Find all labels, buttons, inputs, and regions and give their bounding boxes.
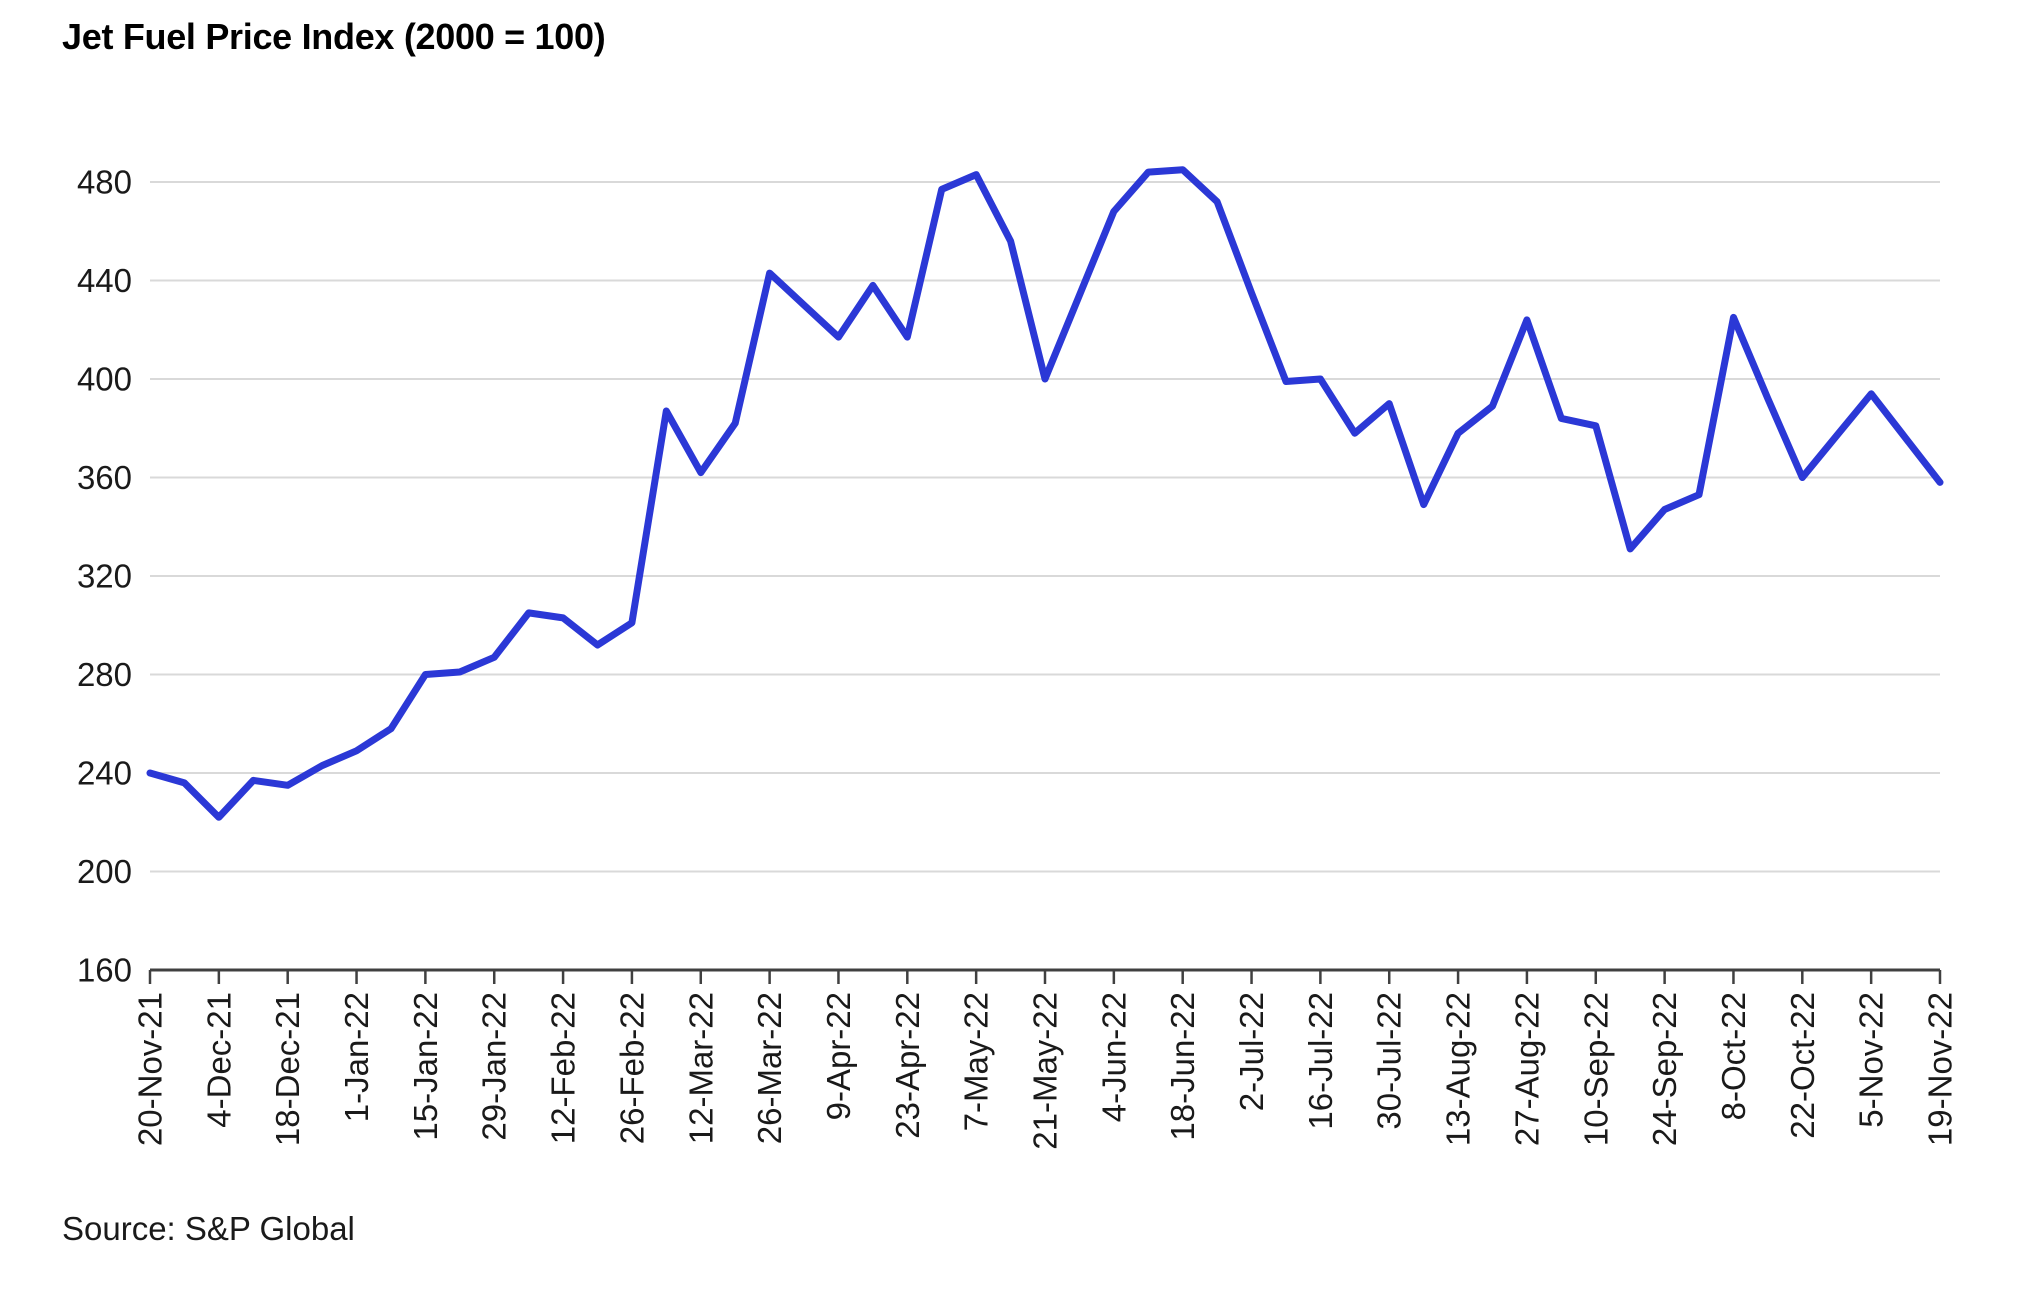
y-tick-label: 200 <box>77 853 132 890</box>
x-tick-label: 18-Jun-22 <box>1164 992 1201 1141</box>
chart-title: Jet Fuel Price Index (2000 = 100) <box>62 16 606 57</box>
x-tick-label: 29-Jan-22 <box>476 992 513 1141</box>
y-tick-label: 280 <box>77 656 132 693</box>
x-tick-label: 4-Jun-22 <box>1095 992 1132 1122</box>
x-tick-label: 26-Feb-22 <box>613 992 650 1144</box>
x-tick-label: 15-Jan-22 <box>407 992 444 1141</box>
x-tick-label: 24-Sep-22 <box>1646 992 1683 1146</box>
source-note: Source: S&P Global <box>62 1210 355 1247</box>
y-tick-label: 360 <box>77 459 132 496</box>
x-tick-label: 8-Oct-22 <box>1715 992 1752 1120</box>
y-tick-label: 240 <box>77 755 132 792</box>
y-tick-label: 160 <box>77 952 132 989</box>
x-tick-label: 13-Aug-22 <box>1440 992 1477 1146</box>
y-tick-label: 400 <box>77 361 132 398</box>
x-tick-label: 7-May-22 <box>958 992 995 1131</box>
x-tick-label: 27-Aug-22 <box>1508 992 1545 1146</box>
y-tick-label: 320 <box>77 558 132 595</box>
x-tick-label: 20-Nov-21 <box>132 992 169 1146</box>
x-tick-label: 22-Oct-22 <box>1784 992 1821 1139</box>
y-tick-label: 480 <box>77 164 132 201</box>
x-tick-label: 9-Apr-22 <box>820 992 857 1120</box>
x-tick-label: 4-Dec-21 <box>200 992 237 1128</box>
x-tick-label: 16-Jul-22 <box>1302 992 1339 1130</box>
x-tick-label: 26-Mar-22 <box>751 992 788 1144</box>
x-tick-label: 30-Jul-22 <box>1371 992 1408 1130</box>
x-tick-label: 23-Apr-22 <box>889 992 926 1139</box>
x-tick-label: 2-Jul-22 <box>1233 992 1270 1111</box>
x-tick-label: 12-Mar-22 <box>682 992 719 1144</box>
x-tick-label: 12-Feb-22 <box>545 992 582 1144</box>
x-tick-label: 19-Nov-22 <box>1922 992 1959 1146</box>
price-line-series <box>146 166 1944 821</box>
x-tick-label: 21-May-22 <box>1027 992 1064 1150</box>
y-tick-label: 440 <box>77 262 132 299</box>
x-tick-label: 5-Nov-22 <box>1853 992 1890 1128</box>
x-tick-label: 1-Jan-22 <box>338 992 375 1122</box>
x-tick-label: 18-Dec-21 <box>269 992 306 1146</box>
x-tick-label: 10-Sep-22 <box>1577 992 1614 1146</box>
